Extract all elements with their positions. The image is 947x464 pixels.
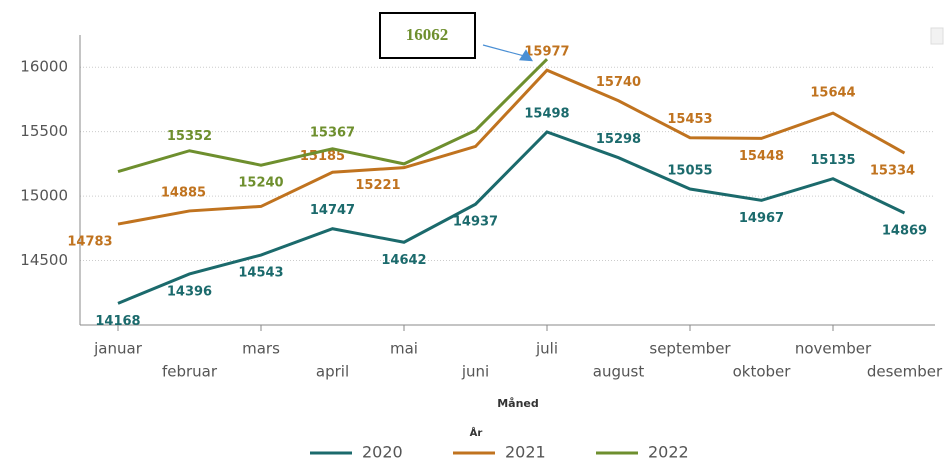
data-label: 15352 xyxy=(167,129,212,144)
line-series xyxy=(117,130,906,305)
data-label: 14642 xyxy=(381,253,426,268)
data-label: 14543 xyxy=(238,266,283,281)
y-tick-label: 15000 xyxy=(20,187,68,205)
data-label: 14885 xyxy=(161,185,206,200)
x-tick-label: mai xyxy=(390,340,418,358)
data-label: 14396 xyxy=(167,284,212,299)
data-label: 15740 xyxy=(596,75,641,90)
y-tick-label: 14500 xyxy=(20,251,68,269)
x-tick-label: juli xyxy=(535,340,558,358)
annotation-box xyxy=(379,12,476,59)
data-label: 15298 xyxy=(596,132,641,147)
data-label: 14967 xyxy=(739,211,784,226)
x-tick-label: mars xyxy=(242,340,280,358)
data-label: 15498 xyxy=(524,106,569,121)
legend-title: År xyxy=(470,426,483,439)
data-label: 14747 xyxy=(310,203,355,218)
x-tick-label: april xyxy=(316,363,349,381)
data-label: 15055 xyxy=(667,164,712,179)
line-series xyxy=(117,58,549,174)
legend-label: 2021 xyxy=(505,443,546,462)
data-label: 15448 xyxy=(739,149,784,164)
data-label: 15240 xyxy=(238,176,283,191)
data-label: 15221 xyxy=(355,178,400,193)
data-label: 15453 xyxy=(667,112,712,127)
x-tick-label: august xyxy=(593,363,645,381)
x-axis-title: Måned xyxy=(497,397,539,410)
annotation-text: 16062 xyxy=(406,25,449,44)
data-label: 15135 xyxy=(810,153,855,168)
data-label: 14869 xyxy=(882,223,927,238)
x-tick-label: februar xyxy=(162,363,218,381)
annotation-arrowhead xyxy=(519,49,533,62)
line-series xyxy=(117,68,906,226)
data-label: 15977 xyxy=(524,45,569,60)
x-tick-label: januar xyxy=(93,340,143,358)
x-tick-label: september xyxy=(649,340,731,358)
data-label: 15367 xyxy=(310,125,355,140)
legend-label: 2022 xyxy=(648,443,689,462)
corner-icon xyxy=(930,27,944,45)
annotation-arrow xyxy=(482,44,526,57)
x-tick-label: desember xyxy=(867,363,943,381)
y-tick-label: 15500 xyxy=(20,122,68,140)
data-label: 14168 xyxy=(95,314,140,329)
data-label: 14783 xyxy=(67,235,112,250)
data-label: 15334 xyxy=(870,164,915,179)
x-tick-label: november xyxy=(795,340,872,358)
legend-label: 2020 xyxy=(362,443,403,462)
data-label: 15644 xyxy=(810,86,855,101)
y-tick-label: 16000 xyxy=(20,58,68,76)
x-tick-label: oktober xyxy=(733,363,792,381)
data-label: 14937 xyxy=(453,215,498,230)
x-tick-label: juni xyxy=(461,363,489,381)
